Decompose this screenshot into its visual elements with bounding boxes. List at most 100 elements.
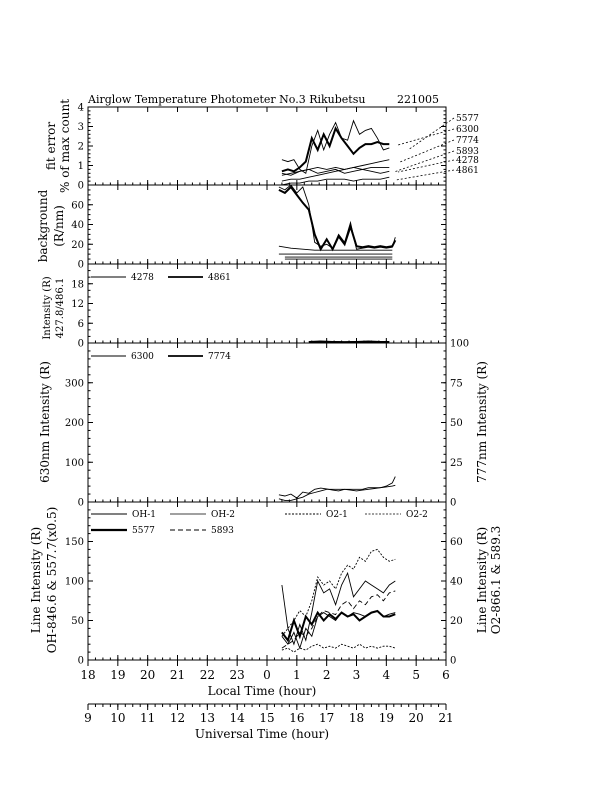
local-time-label: Local Time (hour) [208,684,317,698]
p2-series-5577 [278,185,397,252]
p4-ytick-label: 300 [65,378,84,389]
p5-ytick-label: 50 [71,616,84,627]
universal-time-tick-label: 11 [140,711,155,725]
p1-leader-6300 [397,128,455,146]
p1-legend-7774: 7774 [456,136,479,146]
p1-legend-5893: 5893 [456,147,479,157]
p4-y2tick-label: 100 [450,339,469,350]
p1-leader-4278 [397,159,455,173]
p5-y2tick-label: 60 [450,537,463,548]
universal-time-tick-label: 9 [84,711,92,725]
universal-time-tick-label: 10 [110,711,125,725]
p4-legend-6300: 6300 [131,352,154,362]
local-time-tick-label: 21 [170,668,185,682]
p1-legend-5577: 5577 [456,114,479,124]
universal-time-tick-label: 20 [409,711,424,725]
p1-leader-5577 [407,117,455,151]
p5-ylabel-left2: OH-846.6 & 557.7(x0.5) [45,507,59,654]
p3-legend-4861: 4861 [208,273,231,283]
local-time-tick-label: 0 [263,668,271,682]
p5-ytick-label: 100 [65,577,84,588]
p2-frame [87,184,447,265]
universal-time-tick-label: 21 [438,711,453,725]
p3-ytick-label: 0 [78,339,84,350]
p1-legend-6300: 6300 [456,125,479,135]
local-time-tick-label: 2 [323,668,331,682]
p5-series-5893 [281,590,396,649]
local-time-tick-label: 1 [293,668,301,682]
p2-ytick-label: 60 [71,200,84,211]
local-time-tick-label: 19 [110,668,125,682]
p5-series-5577 [281,609,396,643]
p5-legend-5577: 5577 [132,526,155,536]
axes-layer: 0123402040600612180100200300025507510005… [65,103,469,726]
universal-time-tick-label: 12 [170,711,185,725]
local-time-tick-label: 6 [442,668,450,682]
p1-series-5577 [281,126,390,173]
local-time-tick-label: 20 [140,668,155,682]
local-time-tick-label: 5 [412,668,420,682]
p3-ytick-label: 18 [71,279,84,290]
p4-ylabel-left: 630nm Intensity (R) [38,361,52,483]
p2-ytick-label: 40 [71,220,84,231]
universal-time-tick-label: 15 [259,711,274,725]
p1-legend-4278: 4278 [456,156,479,166]
p1-ytick-label: 3 [78,122,84,133]
p5-legend-oh-2: OH-2 [211,510,235,520]
p4-y2tick-label: 25 [450,458,463,469]
p2-ytick-label: 0 [78,260,84,271]
local-time-tick-label: 4 [383,668,391,682]
p3-ylabel2: 427.8/486.1 [55,278,66,339]
p5-ytick-label: 0 [78,656,84,667]
p1-ylabel2: % of max count [58,99,72,193]
p5-series-o2-1 [281,548,396,637]
p1-leader-4861 [395,169,455,181]
p4-ytick-label: 0 [78,498,84,509]
p1-series-4861 [281,176,390,186]
p1-series-6300 [281,119,390,175]
p1-legend-4861: 4861 [456,166,479,176]
p5-ytick-label: 150 [65,537,84,548]
universal-time-tick-label: 13 [200,711,215,725]
p4-legend-7774: 7774 [208,352,231,362]
p5-legend-o2-1: O2-1 [326,510,348,520]
universal-time-tick-label: 19 [379,711,394,725]
p5-ylabel-left1: Line Intensity (R) [29,527,43,633]
p4-series-6300 [278,484,396,499]
p1-ytick-label: 0 [78,181,84,192]
universal-time-tick-label: 16 [289,711,304,725]
p3-ytick-label: 12 [71,299,84,310]
p4-ytick-label: 200 [65,418,84,429]
p1-ytick-label: 1 [78,161,84,172]
p4-y2tick-label: 50 [450,418,463,429]
universal-time-label: Universal Time (hour) [195,727,329,741]
p5-legend-oh-1: OH-1 [132,510,156,520]
p4-ylabel-right: 777nm Intensity (R) [475,361,489,483]
p1-ylabel1: fit error [44,122,58,170]
p4-y2tick-label: 0 [450,498,456,509]
p2-ytick-label: 20 [71,240,84,251]
p2-series-7774 [278,245,393,251]
p4-series-7774 [278,476,396,501]
p1-leader-7774 [399,139,455,163]
p3-legend-4278: 4278 [131,273,154,283]
universal-time-tick-label: 18 [349,711,364,725]
universal-time-tick-label: 14 [230,711,246,725]
p2-series-6300 [278,184,396,250]
p1-ytick-label: 4 [78,103,84,114]
p3-ylabel1: Intensity (R) [42,276,53,339]
p5-ylabel-right1: Line Intensity (R) [475,527,489,633]
p1-series-7774 [281,159,390,182]
p5-y2tick-label: 40 [450,577,463,588]
p5-ylabel-right2: O2-866.1 & 589.3 [489,526,503,635]
p5-legend-o2-2: O2-2 [406,510,428,520]
p2-ylabel1: background [36,189,50,262]
p5-series-oh-1 [281,571,396,646]
p4-frame [87,342,447,503]
p5-y2tick-label: 0 [450,656,456,667]
local-time-tick-label: 23 [230,668,245,682]
p1-frame [87,106,447,186]
p2-ylabel2: (R/nm) [52,205,66,247]
